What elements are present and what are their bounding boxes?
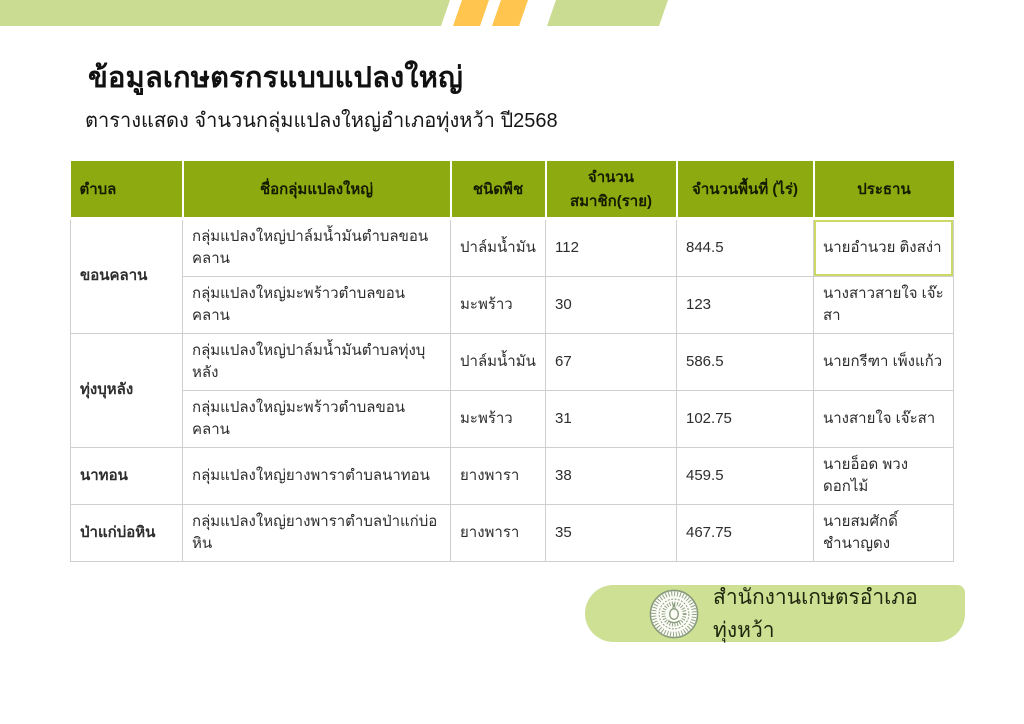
col-header-members: จำนวนสมาชิก(ราย) <box>545 161 678 220</box>
cell-crop: มะพร้าว <box>450 275 546 334</box>
cell-chairman: นายกรีฑา เพ็งแก้ว <box>813 332 954 391</box>
cell-chairman: นางสาวสายใจ เจ๊ะสา <box>813 275 954 334</box>
cell-area: 102.75 <box>676 389 814 448</box>
table-row: ทุ่งบุหลัง กลุ่มแปลงใหญ่ปาล์มน้ำมันตำบลทุ… <box>70 332 954 448</box>
cell-group-name: กลุ่มแปลงใหญ่ปาล์มน้ำมันตำบลขอนคลาน <box>182 218 451 277</box>
cell-members: 35 <box>545 503 677 562</box>
cell-tambon: ป่าแก่บ่อหิน <box>70 503 183 562</box>
cell-members: 31 <box>545 389 677 448</box>
page-subtitle: ตารางแสดง จำนวนกลุ่มแปลงใหญ่อำเภอทุ่งหว้… <box>85 110 558 132</box>
cell-group-name: กลุ่มแปลงใหญ่มะพร้าวตำบลขอนคลาน <box>182 389 451 448</box>
cell-chairman: นายอ็อด พวงดอกไม้ <box>813 446 954 505</box>
deco-yellow-stripe-1 <box>453 0 489 26</box>
cell-group-name: กลุ่มแปลงใหญ่ปาล์มน้ำมันตำบลทุ่งบุหลัง <box>182 332 451 391</box>
top-decoration-stripes <box>0 0 668 26</box>
table-row: กลุ่มแปลงใหญ่มะพร้าวตำบลขอนคลาน มะพร้าว 30… <box>71 275 954 334</box>
cell-members: 38 <box>545 446 677 505</box>
table-row: นาทอน กลุ่มแปลงใหญ่ยางพาราตำบลนาทอน ยางพาร… <box>70 446 954 505</box>
cell-tambon: ทุ่งบุหลัง <box>70 332 183 448</box>
cell-members: 30 <box>545 275 677 334</box>
cell-members: 67 <box>545 332 677 391</box>
cell-area: 467.75 <box>676 503 814 562</box>
cell-area: 586.5 <box>676 332 814 391</box>
deco-yellow-stripe-2 <box>492 0 528 26</box>
col-header-group-name: ชื่อกลุ่มแปลงใหญ่ <box>182 161 452 220</box>
cell-area: 123 <box>676 275 814 334</box>
cell-crop: ยางพารา <box>450 503 546 562</box>
col-header-chairman: ประธาน <box>813 161 954 220</box>
footer-banner: สำนักงานเกษตรอำเภอทุ่งหว้า <box>585 585 965 642</box>
cell-chairman: นางสายใจ เจ๊ะสา <box>813 389 954 448</box>
table-row: ป่าแก่บ่อหิน กลุ่มแปลงใหญ่ยางพาราตำบลป่าแ… <box>70 503 954 562</box>
cell-crop: ยางพารา <box>450 446 546 505</box>
cell-crop: ปาล์มน้ำมัน <box>450 332 546 391</box>
table-body: ขอนคลาน กลุ่มแปลงใหญ่ปาล์มน้ำมันตำบลขอนคล… <box>70 218 954 562</box>
government-seal-icon <box>649 589 699 638</box>
cell-chairman: นายอำนวย ติงสง่า <box>813 218 954 277</box>
deco-green-segment <box>547 0 668 26</box>
table-header-row: ตำบล ชื่อกลุ่มแปลงใหญ่ ชนิดพืช จำนวนสมาช… <box>70 161 954 220</box>
col-header-crop: ชนิดพืช <box>450 161 547 220</box>
cell-members: 112 <box>545 218 677 277</box>
cell-area: 844.5 <box>676 218 814 277</box>
cell-chairman: นายสมศักดิ์ ชำนาญดง <box>813 503 954 562</box>
cell-crop: มะพร้าว <box>450 389 546 448</box>
cell-tambon: ขอนคลาน <box>70 218 183 334</box>
cell-group-name: กลุ่มแปลงใหญ่มะพร้าวตำบลขอนคลาน <box>182 275 451 334</box>
table-row: ขอนคลาน กลุ่มแปลงใหญ่ปาล์มน้ำมันตำบลขอนคล… <box>70 218 954 334</box>
table-row: กลุ่มแปลงใหญ่มะพร้าวตำบลขอนคลาน มะพร้าว 31… <box>71 389 954 448</box>
col-header-area: จำนวนพื้นที่ (ไร่) <box>676 161 815 220</box>
cell-tambon: นาทอน <box>70 446 183 505</box>
large-plot-groups-table: ตำบล ชื่อกลุ่มแปลงใหญ่ ชนิดพืช จำนวนสมาช… <box>70 161 954 562</box>
footer-org-name: สำนักงานเกษตรอำเภอทุ่งหว้า <box>713 585 918 642</box>
cell-group-name: กลุ่มแปลงใหญ่ยางพาราตำบลนาทอน <box>182 446 451 505</box>
deco-green-bar <box>0 0 450 26</box>
cell-area: 459.5 <box>676 446 814 505</box>
page-title: ข้อมูลเกษตรกรแบบแปลงใหญ่ <box>88 62 463 94</box>
col-header-tambon: ตำบล <box>70 161 184 220</box>
cell-crop: ปาล์มน้ำมัน <box>450 218 546 277</box>
cell-group-name: กลุ่มแปลงใหญ่ยางพาราตำบลป่าแก่บ่อหิน <box>182 503 451 562</box>
